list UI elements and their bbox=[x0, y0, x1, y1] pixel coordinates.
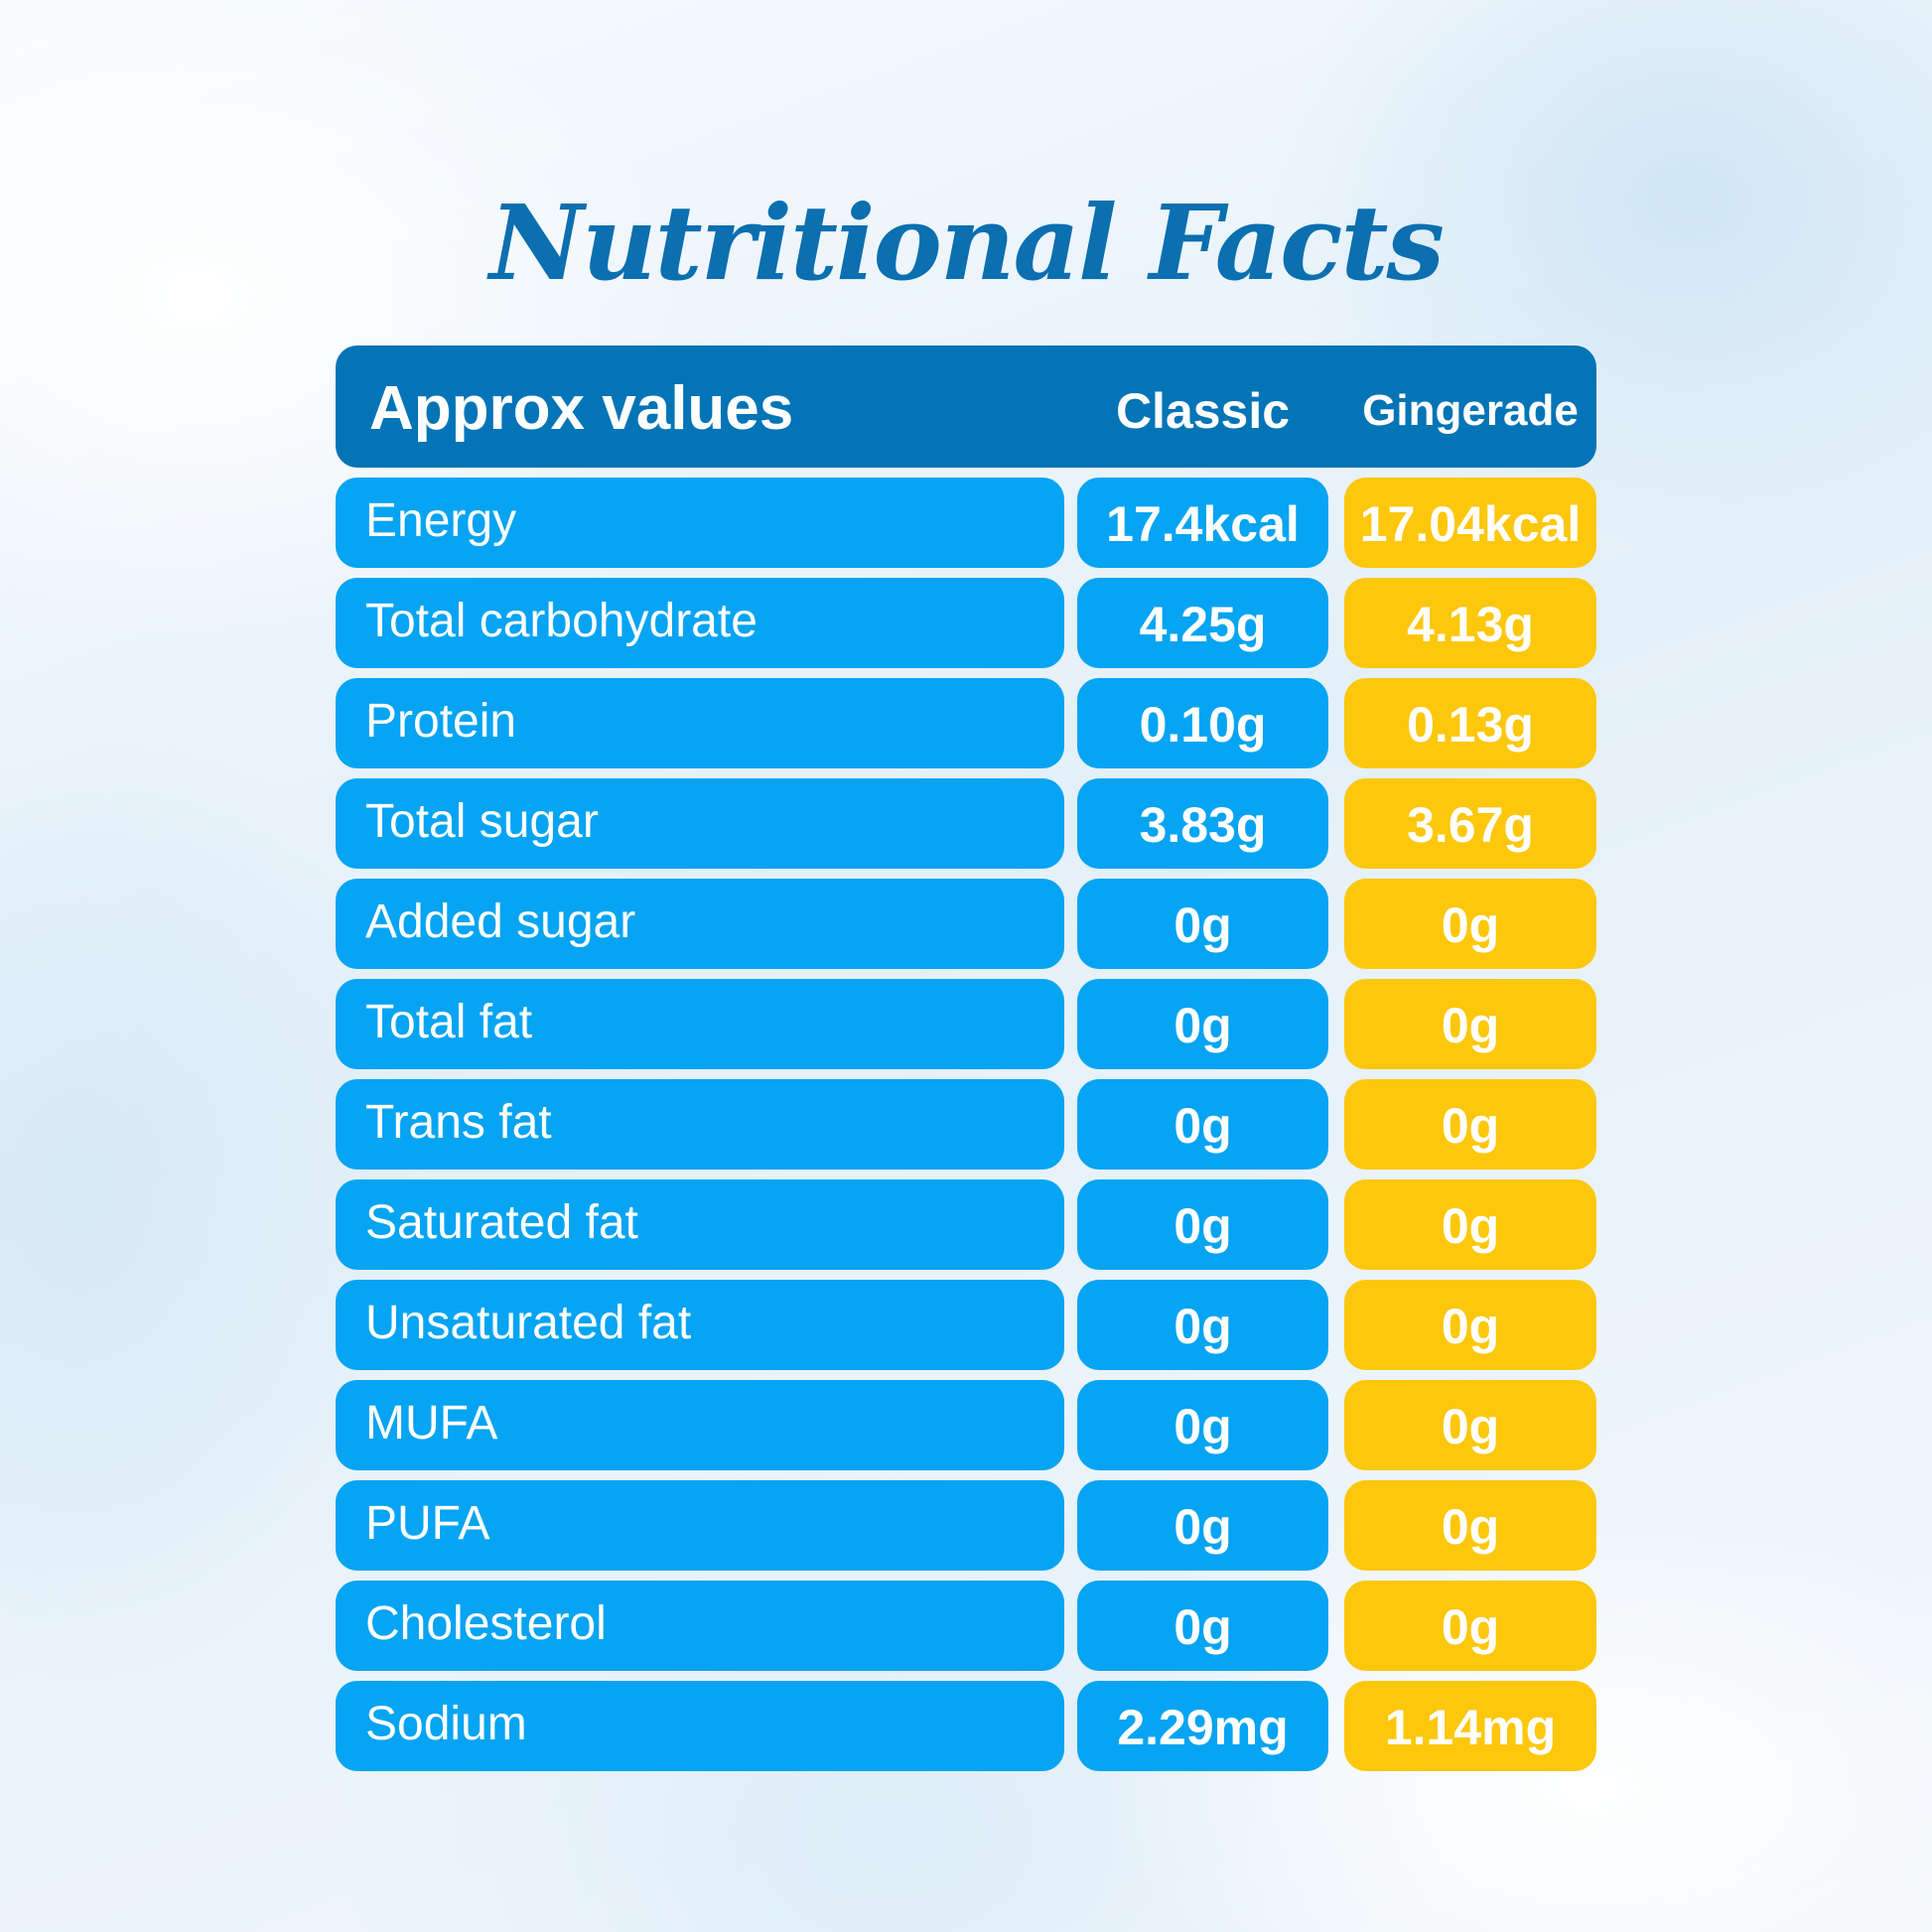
table-row: Total carbohydrate 4.25g 4.13g bbox=[336, 578, 1596, 668]
gingerade-value: 0g bbox=[1344, 1179, 1596, 1270]
gingerade-value: 0g bbox=[1344, 979, 1596, 1069]
gingerade-value: 0g bbox=[1344, 1380, 1596, 1470]
gingerade-value: 0g bbox=[1344, 879, 1596, 969]
classic-value: 17.4kcal bbox=[1077, 478, 1328, 568]
classic-value: 0g bbox=[1077, 879, 1328, 969]
row-label: Cholesterol bbox=[336, 1581, 1064, 1671]
classic-value: 0g bbox=[1077, 1480, 1328, 1571]
classic-value: 0g bbox=[1077, 1179, 1328, 1270]
gingerade-value: 17.04kcal bbox=[1344, 478, 1596, 568]
table-body: Energy 17.4kcal 17.04kcal Total carbohyd… bbox=[336, 478, 1596, 1771]
table-row: Unsaturated fat 0g 0g bbox=[336, 1280, 1596, 1370]
row-label: Unsaturated fat bbox=[336, 1280, 1064, 1370]
row-label: Total sugar bbox=[336, 778, 1064, 869]
gingerade-value: 4.13g bbox=[1344, 578, 1596, 668]
table-row: Total fat 0g 0g bbox=[336, 979, 1596, 1069]
row-label: Sodium bbox=[336, 1681, 1064, 1771]
header-gingerade: Gingerade bbox=[1362, 386, 1579, 435]
table-row: MUFA 0g 0g bbox=[336, 1380, 1596, 1470]
row-label: Total fat bbox=[336, 979, 1064, 1069]
classic-value: 0g bbox=[1077, 1581, 1328, 1671]
row-label: PUFA bbox=[336, 1480, 1064, 1571]
page-title: Nutritional Facts bbox=[488, 182, 1445, 304]
row-label: Added sugar bbox=[336, 879, 1064, 969]
table-header: Approx values Classic Gingerade bbox=[336, 345, 1596, 468]
table-row: Energy 17.4kcal 17.04kcal bbox=[336, 478, 1596, 568]
table-row: Trans fat 0g 0g bbox=[336, 1079, 1596, 1170]
gingerade-value: 0.13g bbox=[1344, 678, 1596, 768]
classic-value: 4.25g bbox=[1077, 578, 1328, 668]
row-label: Total carbohydrate bbox=[336, 578, 1064, 668]
gingerade-value: 0g bbox=[1344, 1480, 1596, 1571]
gingerade-value: 0g bbox=[1344, 1280, 1596, 1370]
classic-value: 0.10g bbox=[1077, 678, 1328, 768]
row-label: Energy bbox=[336, 478, 1064, 568]
gingerade-value: 3.67g bbox=[1344, 778, 1596, 869]
table-row: PUFA 0g 0g bbox=[336, 1480, 1596, 1571]
table-row: Cholesterol 0g 0g bbox=[336, 1581, 1596, 1671]
table-row: Saturated fat 0g 0g bbox=[336, 1179, 1596, 1270]
classic-value: 3.83g bbox=[1077, 778, 1328, 869]
table-row: Sodium 2.29mg 1.14mg bbox=[336, 1681, 1596, 1771]
row-label: Saturated fat bbox=[336, 1179, 1064, 1270]
table-row: Protein 0.10g 0.13g bbox=[336, 678, 1596, 768]
table-row: Total sugar 3.83g 3.67g bbox=[336, 778, 1596, 869]
classic-value: 0g bbox=[1077, 1079, 1328, 1170]
classic-value: 0g bbox=[1077, 1380, 1328, 1470]
row-label: Protein bbox=[336, 678, 1064, 768]
row-label: MUFA bbox=[336, 1380, 1064, 1470]
gingerade-value: 1.14mg bbox=[1344, 1681, 1596, 1771]
classic-value: 0g bbox=[1077, 1280, 1328, 1370]
row-label: Trans fat bbox=[336, 1079, 1064, 1170]
nutrition-table: Approx values Classic Gingerade Energy 1… bbox=[336, 345, 1596, 1771]
header-classic: Classic bbox=[1115, 383, 1291, 439]
table-row: Added sugar 0g 0g bbox=[336, 879, 1596, 969]
header-approx-values: Approx values bbox=[369, 374, 794, 443]
classic-value: 2.29mg bbox=[1077, 1681, 1328, 1771]
gingerade-value: 0g bbox=[1344, 1581, 1596, 1671]
classic-value: 0g bbox=[1077, 979, 1328, 1069]
gingerade-value: 0g bbox=[1344, 1079, 1596, 1170]
